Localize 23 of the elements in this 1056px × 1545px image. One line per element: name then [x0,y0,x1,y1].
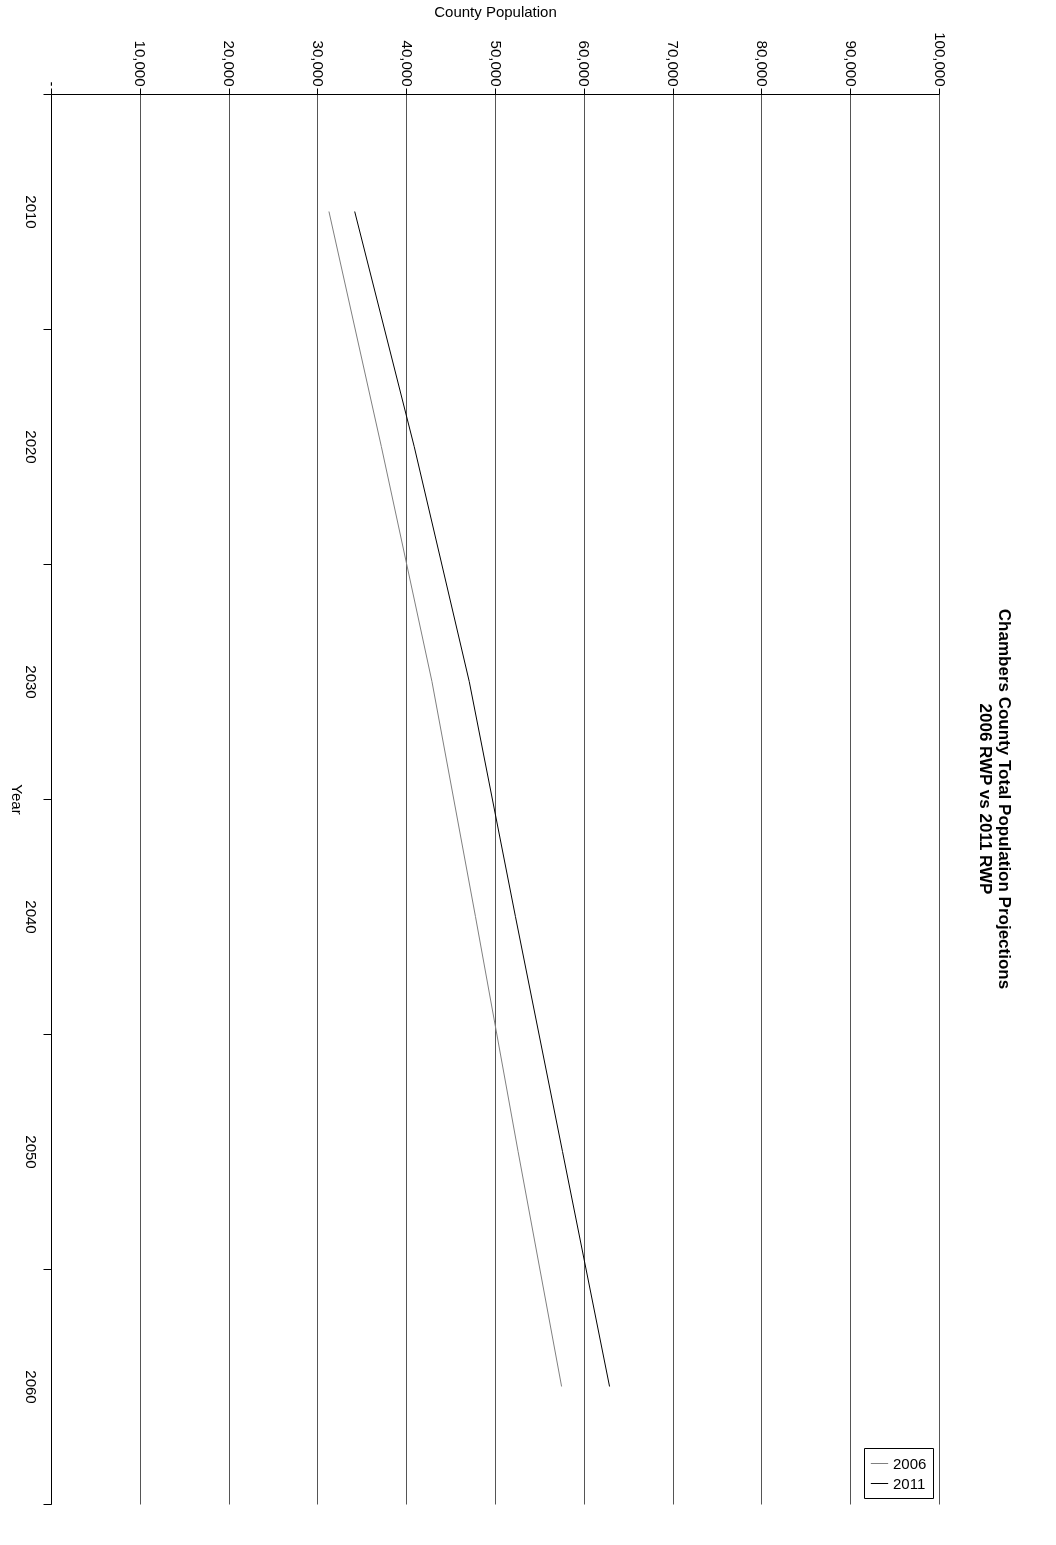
x-tick-label: - [43,81,61,87]
legend-label: 2011 [893,1474,926,1492]
x-tick-label: 20,000 [221,40,239,87]
x-axis-title: County Population [434,3,557,21]
y-tick-label: 2020 [22,430,40,464]
x-tick-label: 70,000 [665,40,683,87]
x-tick-label: 10,000 [132,40,150,87]
y-tick-label: 2050 [22,1135,40,1169]
y-tick-label: 2010 [22,195,40,229]
y-tick-label: 2060 [22,1370,40,1404]
x-tick-label: 40,000 [398,40,416,87]
y-tick-label: 2040 [22,900,40,934]
x-tick-label: 100,000 [931,32,949,87]
x-tick-label: 80,000 [753,40,771,87]
x-tick-label: 90,000 [842,40,860,87]
text: Chambers County Total Population Projections [995,608,1014,990]
text: 2006 RWP vs 2011 RWP [976,703,995,895]
x-tick-label: 60,000 [576,40,594,87]
x-tick-label: 50,000 [487,40,505,87]
y-axis-title: Year [8,784,26,815]
x-tick-label: 30,000 [309,40,327,87]
y-tick-label: 2030 [22,665,40,699]
legend-label: 2006 [893,1454,927,1472]
